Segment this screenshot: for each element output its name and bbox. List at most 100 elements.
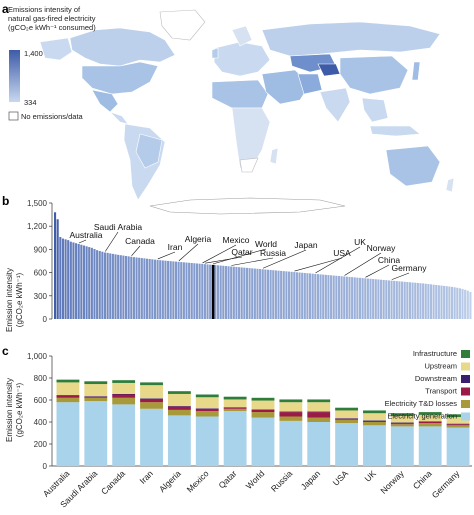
country-bar <box>172 261 175 319</box>
country-bar <box>261 269 264 319</box>
panel-b-tick-label: 300 <box>34 292 48 301</box>
country-bar <box>319 274 322 319</box>
country-bar <box>356 277 359 319</box>
country-bar <box>345 276 348 319</box>
country-bar <box>369 278 372 319</box>
map-brazil <box>135 133 163 169</box>
country-bar <box>111 253 114 319</box>
panel-b-label: b <box>2 194 9 208</box>
country-bar <box>88 247 91 319</box>
map-indonesia <box>369 125 421 137</box>
stack-segment <box>363 425 386 466</box>
stack-segment <box>251 417 275 466</box>
country-bar <box>248 268 251 319</box>
annotation-leader <box>294 257 343 272</box>
country-bar <box>293 272 296 319</box>
country-bar <box>332 275 335 319</box>
category-label: Iran <box>138 468 156 486</box>
map-china <box>339 55 409 95</box>
country-bar <box>372 279 375 319</box>
country-bar <box>464 289 467 319</box>
map-legend: Emissions intensity of natural gas-fired… <box>8 5 96 121</box>
legend-label: Upstream <box>424 362 457 371</box>
country-bar <box>327 275 330 319</box>
country-bar <box>364 278 367 319</box>
annotation-label: China <box>378 255 400 265</box>
map-mexico <box>91 89 119 113</box>
stack-segment <box>112 394 136 398</box>
country-bar <box>314 273 317 319</box>
country-bar <box>138 257 141 319</box>
stack-segment <box>56 402 80 466</box>
stack-segment <box>223 411 247 466</box>
country-bar <box>69 241 72 319</box>
country-bar <box>353 277 356 319</box>
stack-segment <box>446 424 470 426</box>
stack-segment <box>335 419 359 424</box>
country-bar <box>448 286 451 319</box>
country-bar <box>216 265 220 319</box>
country-bar <box>295 272 298 319</box>
country-bar <box>358 277 362 319</box>
legend-swatch <box>461 387 470 396</box>
map-japan <box>411 61 421 81</box>
color-scale-bar <box>9 50 20 102</box>
map-russia <box>261 21 441 57</box>
category-label: Germany <box>430 468 462 500</box>
country-bar <box>437 285 440 319</box>
annotation-leader <box>212 248 267 265</box>
stack-segment <box>223 408 247 411</box>
legend-swatch <box>461 362 470 371</box>
stack-segment <box>167 406 191 407</box>
panel-c-tick-label: 400 <box>34 418 48 427</box>
country-bar <box>90 247 93 319</box>
country-bar <box>398 281 401 319</box>
country-bar <box>253 268 256 319</box>
country-bar <box>309 273 312 319</box>
category-label: China <box>411 468 434 491</box>
country-bar <box>67 240 70 319</box>
stack-segment <box>418 426 442 466</box>
stack-segment <box>195 408 219 411</box>
stack-segment <box>195 394 219 398</box>
country-bar <box>185 262 188 319</box>
country-bar <box>59 237 62 319</box>
country-bar <box>414 282 417 319</box>
country-bar <box>124 255 128 319</box>
stack-segment <box>112 393 136 395</box>
country-bar <box>335 275 338 319</box>
stack-segment <box>335 423 359 466</box>
category-label: Algeria <box>157 468 183 494</box>
country-bar <box>140 258 143 319</box>
panel-b-bars <box>54 212 472 319</box>
stack-segment <box>223 407 247 409</box>
annotation-label: Germany <box>392 263 428 273</box>
panel-b-ylabel-line2: (gCO₂e kWh⁻¹) <box>15 272 24 327</box>
stack-segment <box>84 397 108 402</box>
annotation-leader <box>205 256 243 264</box>
panel-a: a <box>2 2 455 215</box>
stack-segment <box>112 380 136 383</box>
stack-segment <box>307 412 331 418</box>
stack-segment <box>418 423 442 427</box>
legend-swatch <box>461 412 470 421</box>
country-bar <box>114 254 117 319</box>
stack-segment <box>56 382 80 396</box>
map-central-america <box>109 111 129 125</box>
stack-segment <box>84 401 108 466</box>
country-bar <box>382 279 385 319</box>
country-bar <box>64 239 67 319</box>
panel-c-label: c <box>2 344 9 358</box>
stack-segment <box>251 397 275 401</box>
stack-segment <box>307 422 331 466</box>
stack-segment <box>307 402 331 412</box>
country-bar <box>416 282 419 319</box>
country-bar <box>103 252 107 319</box>
country-bar <box>393 280 396 319</box>
stack-segment <box>390 423 414 425</box>
category-label: UK <box>362 468 378 484</box>
stack-segment <box>84 396 108 397</box>
legend-swatch <box>461 400 470 408</box>
